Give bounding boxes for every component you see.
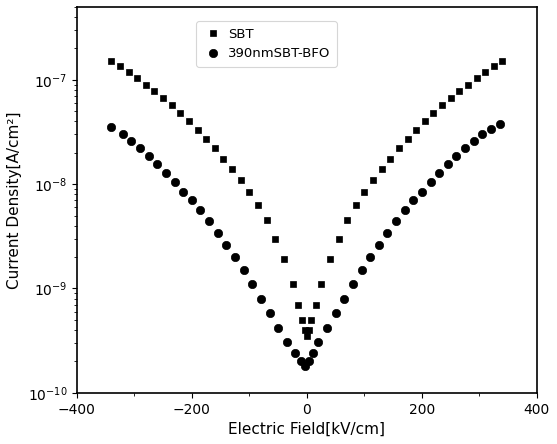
SBT bbox=[246, 189, 253, 194]
390nmSBT-BFO bbox=[384, 230, 391, 236]
390nmSBT-BFO bbox=[470, 138, 477, 143]
390nmSBT-BFO bbox=[232, 254, 238, 260]
Line: 390nmSBT-BFO: 390nmSBT-BFO bbox=[107, 119, 504, 370]
390nmSBT-BFO bbox=[266, 310, 273, 316]
390nmSBT-BFO bbox=[341, 296, 348, 301]
SBT bbox=[499, 59, 506, 64]
390nmSBT-BFO bbox=[188, 198, 195, 203]
390nmSBT-BFO bbox=[393, 219, 399, 224]
SBT bbox=[387, 156, 394, 162]
390nmSBT-BFO bbox=[249, 281, 256, 287]
390nmSBT-BFO bbox=[145, 154, 152, 159]
390nmSBT-BFO bbox=[163, 170, 169, 176]
390nmSBT-BFO bbox=[120, 132, 126, 137]
390nmSBT-BFO bbox=[171, 179, 178, 185]
SBT bbox=[108, 59, 115, 64]
390nmSBT-BFO bbox=[333, 310, 339, 316]
390nmSBT-BFO bbox=[324, 325, 330, 330]
390nmSBT-BFO bbox=[257, 296, 264, 301]
390nmSBT-BFO bbox=[418, 189, 425, 194]
SBT bbox=[237, 177, 244, 182]
390nmSBT-BFO bbox=[284, 339, 290, 344]
390nmSBT-BFO bbox=[298, 359, 305, 364]
390nmSBT-BFO bbox=[410, 198, 417, 203]
390nmSBT-BFO bbox=[154, 162, 160, 167]
390nmSBT-BFO bbox=[453, 154, 460, 159]
390nmSBT-BFO bbox=[197, 208, 204, 213]
390nmSBT-BFO bbox=[180, 189, 187, 194]
Legend: SBT, 390nmSBT-BFO: SBT, 390nmSBT-BFO bbox=[197, 21, 337, 67]
Line: SBT: SBT bbox=[108, 58, 506, 340]
Y-axis label: Current Density[A/cm²]: Current Density[A/cm²] bbox=[7, 111, 22, 289]
390nmSBT-BFO bbox=[137, 146, 144, 151]
390nmSBT-BFO bbox=[214, 230, 221, 236]
SBT bbox=[361, 189, 368, 194]
390nmSBT-BFO bbox=[108, 125, 115, 130]
390nmSBT-BFO bbox=[240, 267, 247, 273]
390nmSBT-BFO bbox=[375, 242, 382, 248]
390nmSBT-BFO bbox=[479, 132, 486, 137]
SBT bbox=[304, 333, 310, 339]
390nmSBT-BFO bbox=[427, 179, 434, 185]
390nmSBT-BFO bbox=[444, 162, 451, 167]
X-axis label: Electric Field[kV/cm]: Electric Field[kV/cm] bbox=[228, 422, 385, 437]
390nmSBT-BFO bbox=[358, 267, 365, 273]
390nmSBT-BFO bbox=[305, 359, 312, 364]
390nmSBT-BFO bbox=[496, 121, 503, 127]
SBT bbox=[491, 63, 497, 69]
SBT bbox=[203, 136, 209, 142]
390nmSBT-BFO bbox=[302, 364, 309, 369]
390nmSBT-BFO bbox=[315, 339, 322, 344]
390nmSBT-BFO bbox=[275, 325, 281, 330]
390nmSBT-BFO bbox=[367, 254, 374, 260]
390nmSBT-BFO bbox=[223, 242, 229, 248]
390nmSBT-BFO bbox=[350, 281, 356, 287]
390nmSBT-BFO bbox=[401, 208, 408, 213]
390nmSBT-BFO bbox=[487, 126, 494, 131]
390nmSBT-BFO bbox=[436, 170, 442, 176]
390nmSBT-BFO bbox=[292, 350, 299, 356]
390nmSBT-BFO bbox=[462, 146, 468, 151]
390nmSBT-BFO bbox=[309, 350, 316, 356]
390nmSBT-BFO bbox=[128, 138, 135, 143]
390nmSBT-BFO bbox=[206, 219, 212, 224]
